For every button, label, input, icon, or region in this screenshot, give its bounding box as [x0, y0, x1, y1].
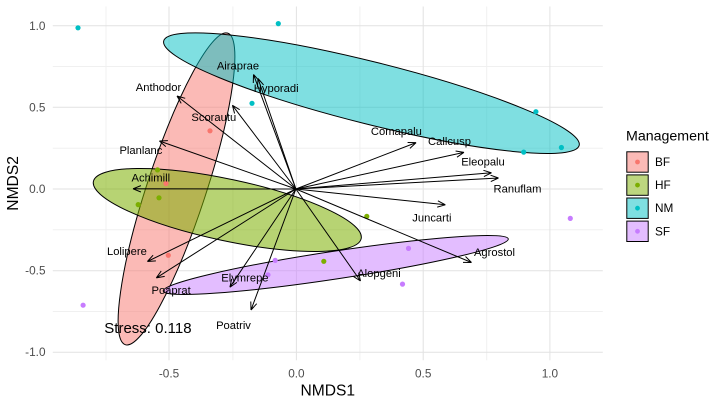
- svg-text:Lolipere: Lolipere: [107, 246, 147, 258]
- svg-text:Comapalu: Comapalu: [371, 126, 422, 138]
- svg-text:Ranuflam: Ranuflam: [494, 184, 542, 196]
- svg-text:-0.5: -0.5: [25, 264, 46, 278]
- svg-text:Hyporadi: Hyporadi: [254, 83, 299, 95]
- svg-text:Achimill: Achimill: [132, 173, 171, 185]
- svg-text:0.0: 0.0: [288, 367, 305, 381]
- svg-text:Alopgeni: Alopgeni: [357, 268, 401, 280]
- svg-text:-0.5: -0.5: [159, 367, 180, 381]
- svg-text:Callcusp: Callcusp: [428, 136, 471, 148]
- svg-text:Poatriv: Poatriv: [216, 320, 251, 332]
- svg-text:1.0: 1.0: [542, 367, 559, 381]
- svg-text:0.0: 0.0: [29, 182, 46, 196]
- svg-text:HF: HF: [655, 178, 671, 192]
- svg-text:NMDS1: NMDS1: [301, 382, 356, 399]
- svg-text:1.0: 1.0: [29, 19, 46, 33]
- svg-text:Agrostol: Agrostol: [474, 247, 515, 259]
- svg-text:Planlanc: Planlanc: [119, 145, 162, 157]
- svg-text:0.5: 0.5: [415, 367, 432, 381]
- svg-text:NM: NM: [655, 201, 673, 215]
- svg-text:Poaprat: Poaprat: [152, 285, 192, 297]
- svg-text:Scorautu: Scorautu: [191, 112, 236, 124]
- svg-text:Eleopalu: Eleopalu: [461, 157, 505, 169]
- svg-text:Stress: 0.118: Stress: 0.118: [104, 320, 191, 337]
- svg-text:SF: SF: [655, 224, 670, 238]
- svg-text:Anthodor: Anthodor: [136, 82, 182, 94]
- svg-text:Airaprae: Airaprae: [217, 60, 259, 72]
- svg-text:0.5: 0.5: [29, 100, 46, 114]
- svg-text:Management: Management: [626, 129, 709, 145]
- svg-text:NMDS2: NMDS2: [5, 156, 22, 211]
- svg-text:-1.0: -1.0: [25, 345, 46, 359]
- svg-text:Juncarti: Juncarti: [412, 212, 451, 224]
- svg-text:BF: BF: [655, 155, 670, 169]
- svg-text:Elymrepe: Elymrepe: [221, 273, 268, 285]
